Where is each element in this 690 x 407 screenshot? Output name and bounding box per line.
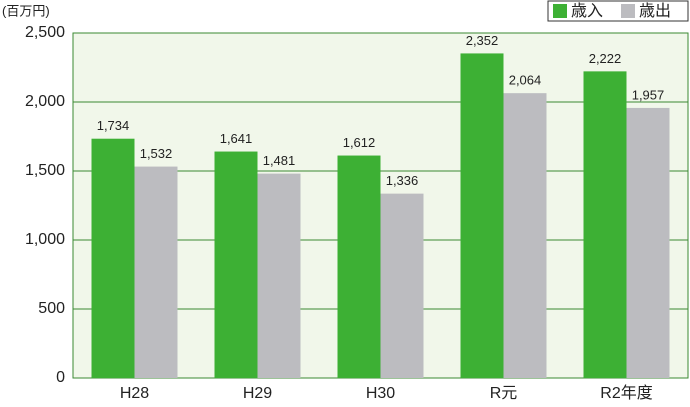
value-label: 1,481 [263, 153, 296, 168]
bar [337, 155, 381, 378]
unit-label: (百万円) [2, 3, 50, 18]
bar [214, 151, 258, 378]
value-label: 2,064 [509, 73, 542, 88]
value-label: 1,336 [386, 173, 419, 188]
bar [583, 71, 627, 378]
y-tick-label: 0 [56, 369, 65, 386]
bar [503, 93, 547, 378]
legend-label: 歳入 [571, 2, 603, 20]
value-label: 2,352 [466, 33, 499, 48]
value-label: 1,612 [343, 135, 376, 150]
x-tick-label: R元 [490, 385, 518, 402]
y-tick-label: 2,500 [25, 24, 65, 41]
bar [134, 166, 178, 378]
x-tick-label: R2年度 [600, 384, 652, 402]
value-label: 1,532 [140, 146, 173, 161]
legend-swatch [621, 4, 635, 18]
legend-box [547, 0, 689, 22]
bar [257, 173, 301, 378]
bar [380, 193, 424, 378]
value-label: 2,222 [589, 51, 622, 66]
y-tick-label: 1,500 [25, 162, 65, 179]
y-tick-label: 1,000 [25, 231, 65, 248]
x-tick-label: H30 [366, 385, 395, 402]
value-label: 1,957 [632, 87, 665, 102]
y-tick-label: 2,000 [25, 93, 65, 110]
y-tick-label: 500 [38, 300, 65, 317]
x-tick-label: H28 [120, 385, 149, 402]
legend-label: 歳出 [639, 2, 671, 20]
bar [626, 107, 670, 379]
bar [460, 53, 504, 378]
x-tick-label: H29 [243, 385, 272, 402]
bar [91, 138, 135, 378]
value-label: 1,734 [97, 118, 130, 133]
legend-swatch [553, 4, 567, 18]
value-label: 1,641 [220, 131, 253, 146]
